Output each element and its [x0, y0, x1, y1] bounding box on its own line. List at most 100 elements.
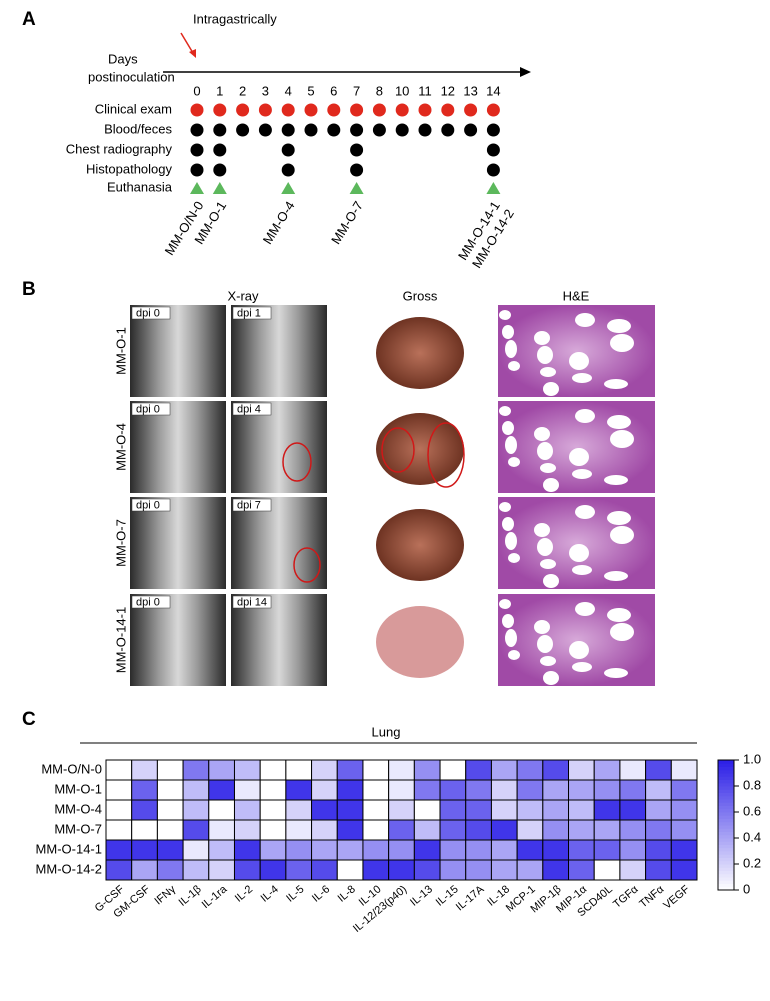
timepoint-marker: [350, 103, 364, 117]
timepoint-marker: [486, 103, 500, 117]
heatmap-cell: [285, 779, 313, 801]
heatmap-cell: [568, 819, 595, 841]
row-label: MM-O-1: [54, 781, 102, 796]
timepoint-marker: [350, 143, 364, 157]
row-label: Clinical exam: [95, 101, 172, 116]
colorbar-step: [718, 857, 734, 862]
he-space: [604, 379, 628, 389]
colorbar-tick-label: 0.2: [743, 855, 761, 870]
xray-image: [130, 401, 226, 493]
he-space: [540, 656, 556, 666]
he-space: [534, 331, 550, 345]
he-space: [537, 538, 553, 556]
row-label: MM-O-7: [113, 519, 128, 567]
xray-image: [231, 305, 327, 397]
tag-box: [232, 595, 272, 609]
colorbar-step: [718, 773, 734, 777]
heatmap-cell: [362, 799, 390, 821]
heatmap-cell: [619, 799, 647, 821]
he-space: [575, 409, 595, 423]
timepoint-marker: [441, 103, 455, 117]
heatmap-cell: [490, 819, 518, 841]
he-space: [499, 406, 511, 416]
colorbar-step: [718, 847, 734, 852]
heatmap-cell: [259, 859, 287, 881]
day-label: 12: [441, 83, 455, 98]
heatmap-cell: [593, 799, 621, 821]
day-label: 4: [285, 83, 292, 98]
group-label: MM-O-7: [328, 198, 366, 246]
heatmap-cell: [645, 759, 672, 781]
timepoint-marker: [372, 103, 386, 117]
day-label: 1: [216, 83, 223, 98]
colorbar-step: [718, 779, 734, 784]
colorbar-tick-label: 0: [743, 881, 750, 896]
heatmap-cell: [645, 779, 672, 801]
row-label: Euthanasia: [107, 179, 173, 194]
heatmap-cell: [156, 779, 184, 801]
heatmap-cell: [542, 779, 570, 801]
heatmap-cell: [645, 839, 672, 861]
timepoint-marker: [418, 123, 432, 137]
timepoint-marker: [213, 103, 227, 117]
heatmap-cell: [413, 779, 441, 801]
he-space: [569, 352, 589, 370]
axis-label: postinoculation: [88, 69, 175, 84]
pointer-arrow: [180, 32, 194, 54]
lesion-circle: [381, 427, 415, 473]
column-label: IL-1ra: [200, 883, 230, 911]
colorbar-step: [718, 844, 734, 849]
panel-label: C: [22, 709, 36, 730]
heatmap-cell: [619, 759, 647, 781]
tag-box: [232, 402, 272, 416]
column-label: IL-8: [336, 883, 358, 904]
heatmap-cell: [516, 819, 544, 841]
heatmap-cell: [311, 799, 338, 821]
colorbar-step: [718, 792, 734, 797]
column-header: X-ray: [227, 288, 259, 303]
row-label: MM-O-14-2: [36, 861, 102, 876]
timepoint-marker: [281, 103, 295, 117]
column-label: IL-13: [408, 883, 435, 908]
heatmap-cell: [131, 779, 158, 801]
column-label: IL-5: [284, 883, 306, 904]
timepoint-marker: [304, 103, 318, 117]
heatmap-cell: [336, 759, 364, 781]
panel-label: A: [22, 9, 36, 30]
colorbar-step: [718, 873, 734, 878]
heatmap-cell: [542, 819, 570, 841]
he-space: [508, 361, 520, 371]
heatmap-cell: [208, 799, 235, 821]
heatmap-cell: [516, 859, 544, 881]
heatmap-cell: [105, 779, 133, 801]
he-space: [502, 325, 514, 339]
column-label: IFNγ: [153, 883, 179, 907]
heatmap-cell: [645, 799, 672, 821]
heatmap-cell: [311, 759, 338, 781]
colorbar-step: [718, 877, 734, 881]
heatmap-cell: [156, 839, 184, 861]
colorbar-step: [718, 880, 734, 884]
row-label: Chest radiography: [66, 141, 173, 156]
xray-tag: dpi 0: [136, 499, 160, 511]
heatmap-cell: [131, 859, 158, 881]
column-header: Gross: [403, 288, 438, 303]
heatmap-cell: [285, 759, 313, 781]
xray-image: [231, 594, 327, 686]
he-space: [502, 614, 514, 628]
he-space: [540, 367, 556, 377]
row-label: Histopathology: [86, 161, 172, 176]
heatmap-cell: [259, 759, 287, 781]
heatmap-cell: [413, 819, 441, 841]
he-space: [610, 334, 634, 352]
timepoint-marker: [258, 103, 272, 117]
row-label: MM-O/N-0: [41, 761, 102, 776]
heatmap-cell: [593, 779, 621, 801]
heatmap-cell: [593, 859, 621, 881]
heatmap-cell: [105, 839, 133, 861]
colorbar-step: [718, 815, 734, 819]
timepoint-marker: [304, 123, 318, 137]
he-space: [569, 544, 589, 562]
colorbar-step: [718, 867, 734, 871]
heatmap-cell: [670, 839, 698, 861]
